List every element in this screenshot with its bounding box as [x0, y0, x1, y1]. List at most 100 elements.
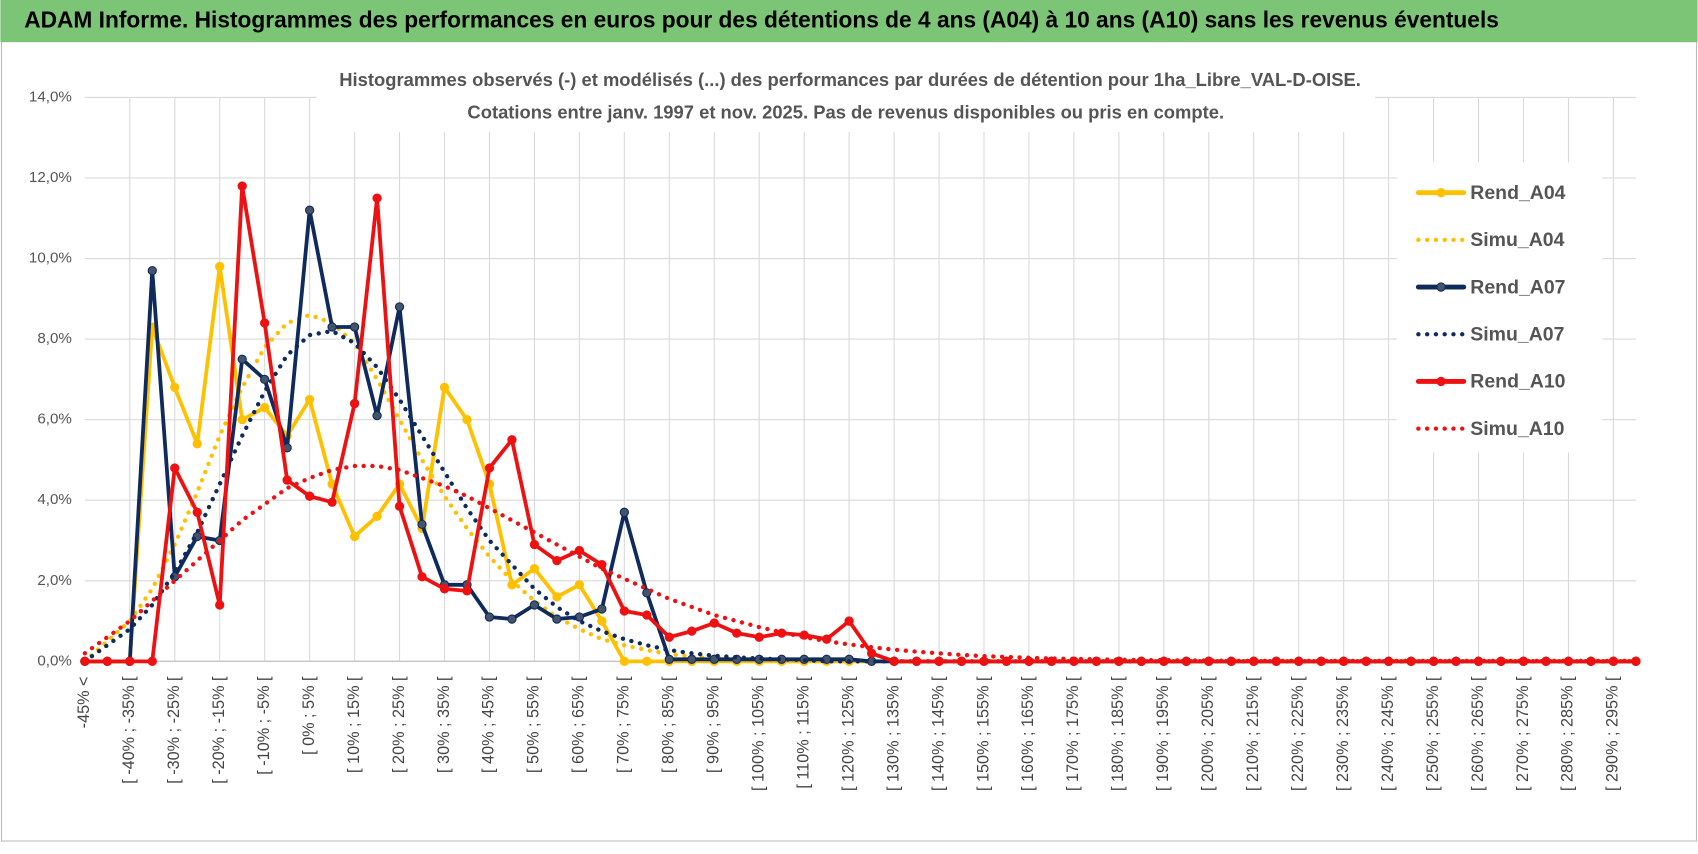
series-line: [82, 328, 1639, 664]
x-tick-label: [ 10% ; 15% [: [345, 676, 363, 773]
data-point: [282, 475, 292, 485]
data-point: [125, 656, 135, 666]
data-point: [709, 618, 719, 628]
data-point: [889, 656, 899, 666]
data-point: [102, 656, 112, 666]
x-tick-label: [ 20% ; 25% [: [390, 676, 408, 773]
data-point: [687, 626, 697, 636]
data-point: [597, 616, 607, 626]
data-point: [754, 632, 764, 642]
legend-marker: [1436, 376, 1446, 387]
legend-marker: [1436, 188, 1446, 198]
data-point: [911, 656, 922, 666]
data-point: [866, 648, 877, 658]
x-tick-label: [ 190% ; 195% [: [1154, 676, 1172, 791]
plot: [80, 181, 1641, 666]
header-bar: [0, 0, 1698, 43]
data-point: [372, 511, 382, 521]
data-point: [552, 614, 562, 624]
x-tick-label: [ 270% ; 275% [: [1514, 676, 1532, 791]
x-tick-label: [ 60% ; 65% [: [570, 676, 588, 773]
x-tick-label: [ 90% ; 95% [: [705, 676, 723, 773]
data-point: [619, 656, 629, 666]
data-point: [484, 612, 495, 622]
data-point: [439, 584, 450, 594]
x-tick-label: [ 170% ; 175% [: [1064, 676, 1082, 791]
data-point: [979, 656, 989, 666]
data-point: [417, 519, 427, 530]
data-point: [349, 531, 360, 542]
data-point: [687, 654, 697, 664]
x-tick-label: [ 210% ; 215% [: [1244, 676, 1262, 791]
data-point: [574, 545, 585, 556]
data-point: [237, 415, 247, 425]
data-point: [237, 181, 247, 191]
data-point: [327, 497, 337, 507]
x-tick-label: [ 200% ; 205% [: [1199, 676, 1217, 791]
data-point: [372, 193, 382, 203]
data-point: [237, 354, 247, 364]
x-tick-label: [ 180% ; 185% [: [1109, 676, 1127, 791]
y-tick-label: 2,0%: [37, 572, 72, 589]
data-point: [417, 572, 427, 582]
data-point: [80, 656, 90, 666]
legend-label: Rend_A04: [1470, 182, 1565, 204]
y-tick-label: 10,0%: [29, 250, 72, 267]
x-tick-label: [ 120% ; 125% [: [839, 676, 857, 791]
data-point: [327, 322, 337, 332]
data-point: [147, 265, 157, 276]
x-tick-label: [ 250% ; 255% [: [1424, 676, 1442, 791]
x-tick-label: [ -30% ; -25% [: [165, 676, 183, 784]
legend-label: Rend_A10: [1470, 371, 1565, 393]
x-tick-label: -45% <: [75, 676, 93, 728]
data-point: [215, 261, 225, 272]
x-tick-label: [ 0% ; 5% [: [300, 676, 318, 755]
data-point: [597, 604, 607, 614]
title-background: [316, 64, 1376, 133]
y-tick-label: 8,0%: [37, 330, 72, 347]
data-point: [642, 610, 652, 620]
data-point: [147, 656, 157, 666]
x-tick-label: [ 100% ; 105% [: [749, 676, 767, 791]
x-tick-label: [ 30% ; 35% [: [435, 676, 453, 773]
data-point: [664, 632, 674, 642]
data-point: [304, 491, 315, 501]
data-point: [529, 564, 540, 574]
chart-title: Histogrammes observés (-) et modélisés (…: [339, 69, 1361, 90]
legend-label: Simu_A10: [1470, 418, 1564, 440]
chart-subtitle: Cotations entre janv. 1997 et nov. 2025.…: [467, 102, 1224, 123]
y-tick-label: 6,0%: [37, 411, 72, 428]
x-tick-label: [ 230% ; 235% [: [1334, 676, 1352, 791]
data-point: [170, 382, 180, 393]
data-point: [484, 463, 495, 473]
data-point: [394, 302, 405, 312]
data-point: [304, 394, 315, 405]
data-point: [664, 654, 674, 664]
data-point: [462, 415, 472, 425]
data-point: [260, 402, 270, 413]
data-point: [215, 600, 225, 610]
x-tick-label: [ 160% ; 165% [: [1019, 676, 1037, 791]
data-point: [552, 592, 562, 602]
data-point: [956, 656, 967, 666]
data-point: [439, 382, 450, 393]
y-tick-label: 4,0%: [37, 491, 72, 508]
x-tick-label: [ 220% ; 225% [: [1289, 676, 1307, 791]
data-point: [260, 374, 270, 385]
legend-background: [1396, 162, 1603, 453]
x-tick-label: [ -20% ; -15% [: [210, 676, 228, 784]
data-point: [349, 398, 360, 409]
x-tick-label: [ 50% ; 55% [: [525, 676, 543, 773]
data-point: [934, 656, 944, 666]
data-point: [529, 600, 540, 610]
x-tick-label: [ -10% ; -5% [: [255, 676, 273, 775]
legend-label: Rend_A07: [1470, 276, 1565, 298]
data-point: [1001, 656, 1012, 666]
x-tick-label: [ 260% ; 265% [: [1469, 676, 1487, 791]
x-tick-label: [ 40% ; 45% [: [480, 676, 498, 773]
data-point: [732, 628, 742, 638]
x-tick-label: [ 70% ; 75% [: [615, 676, 633, 773]
data-point: [552, 555, 562, 566]
x-tick-label: [ -40% ; -35% [: [120, 676, 138, 784]
